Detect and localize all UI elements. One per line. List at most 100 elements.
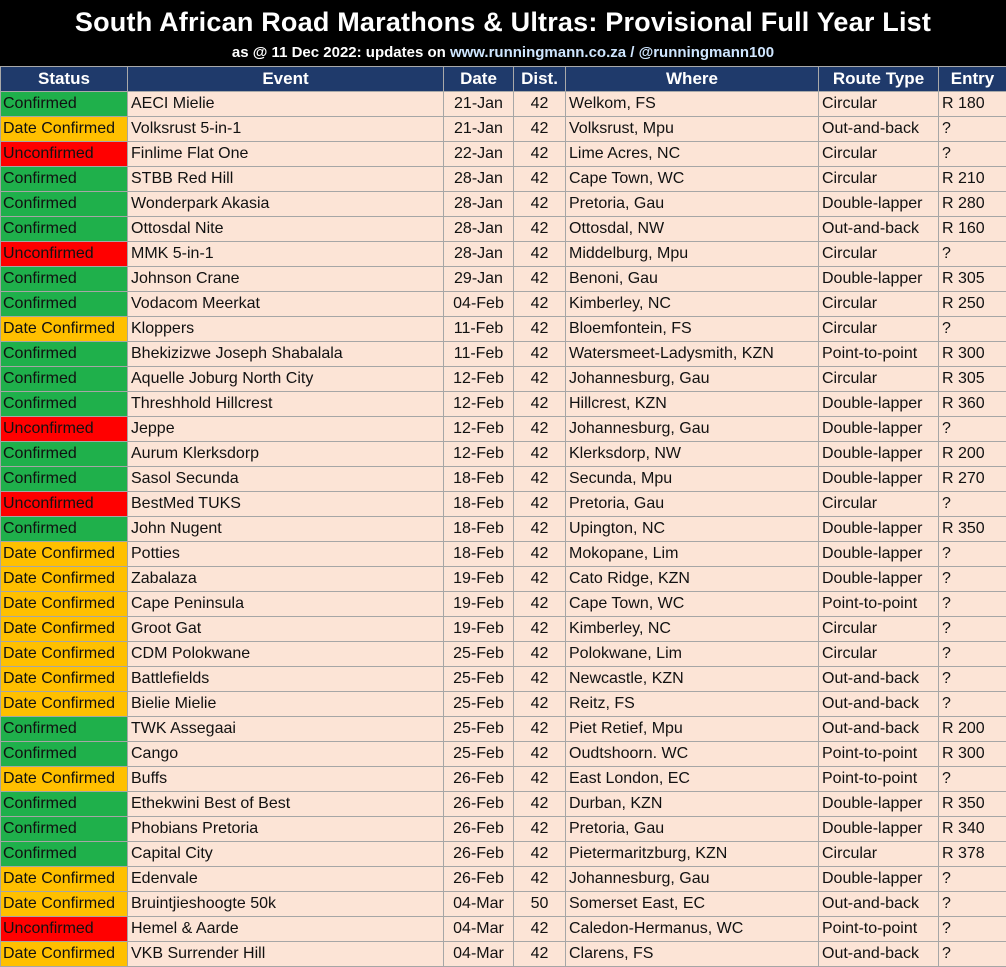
status-cell[interactable]: Unconfirmed: [0, 141, 128, 167]
event-cell[interactable]: Cango: [127, 741, 444, 767]
event-cell[interactable]: Potties: [127, 541, 444, 567]
date-cell[interactable]: 26-Feb: [443, 816, 514, 842]
where-cell[interactable]: Upington, NC: [565, 516, 819, 542]
where-cell[interactable]: Bloemfontein, FS: [565, 316, 819, 342]
where-cell[interactable]: Pretoria, Gau: [565, 191, 819, 217]
event-cell[interactable]: Vodacom Meerkat: [127, 291, 444, 317]
distance-cell[interactable]: 42: [513, 466, 566, 492]
entry-cell[interactable]: R 360: [938, 391, 1006, 417]
route-type-cell[interactable]: Out-and-back: [818, 691, 939, 717]
distance-cell[interactable]: 42: [513, 691, 566, 717]
date-cell[interactable]: 12-Feb: [443, 366, 514, 392]
status-cell[interactable]: Confirmed: [0, 391, 128, 417]
distance-cell[interactable]: 42: [513, 741, 566, 767]
route-type-cell[interactable]: Out-and-back: [818, 891, 939, 917]
route-type-cell[interactable]: Out-and-back: [818, 116, 939, 142]
distance-cell[interactable]: 42: [513, 166, 566, 192]
entry-cell[interactable]: R 200: [938, 716, 1006, 742]
where-cell[interactable]: Middelburg, Mpu: [565, 241, 819, 267]
status-cell[interactable]: Unconfirmed: [0, 491, 128, 517]
status-cell[interactable]: Confirmed: [0, 791, 128, 817]
entry-cell[interactable]: ?: [938, 316, 1006, 342]
event-cell[interactable]: CDM Polokwane: [127, 641, 444, 667]
date-cell[interactable]: 11-Feb: [443, 316, 514, 342]
entry-cell[interactable]: ?: [938, 891, 1006, 917]
route-type-cell[interactable]: Point-to-point: [818, 766, 939, 792]
distance-cell[interactable]: 42: [513, 366, 566, 392]
date-cell[interactable]: 21-Jan: [443, 91, 514, 117]
distance-cell[interactable]: 42: [513, 816, 566, 842]
event-cell[interactable]: STBB Red Hill: [127, 166, 444, 192]
event-cell[interactable]: Volksrust 5-in-1: [127, 116, 444, 142]
date-cell[interactable]: 18-Feb: [443, 491, 514, 517]
distance-cell[interactable]: 42: [513, 616, 566, 642]
distance-cell[interactable]: 42: [513, 91, 566, 117]
distance-cell[interactable]: 42: [513, 291, 566, 317]
distance-cell[interactable]: 42: [513, 216, 566, 242]
status-cell[interactable]: Confirmed: [0, 366, 128, 392]
event-cell[interactable]: Sasol Secunda: [127, 466, 444, 492]
column-header-where[interactable]: Where: [565, 66, 819, 92]
where-cell[interactable]: Somerset East, EC: [565, 891, 819, 917]
status-cell[interactable]: Date Confirmed: [0, 866, 128, 892]
date-cell[interactable]: 12-Feb: [443, 441, 514, 467]
route-type-cell[interactable]: Double-lapper: [818, 791, 939, 817]
event-cell[interactable]: Kloppers: [127, 316, 444, 342]
distance-cell[interactable]: 42: [513, 941, 566, 967]
status-cell[interactable]: Confirmed: [0, 191, 128, 217]
entry-cell[interactable]: ?: [938, 766, 1006, 792]
status-cell[interactable]: Date Confirmed: [0, 941, 128, 967]
entry-cell[interactable]: R 210: [938, 166, 1006, 192]
status-cell[interactable]: Confirmed: [0, 216, 128, 242]
status-cell[interactable]: Date Confirmed: [0, 641, 128, 667]
distance-cell[interactable]: 42: [513, 641, 566, 667]
route-type-cell[interactable]: Double-lapper: [818, 391, 939, 417]
entry-cell[interactable]: ?: [938, 941, 1006, 967]
route-type-cell[interactable]: Circular: [818, 166, 939, 192]
event-cell[interactable]: Ottosdal Nite: [127, 216, 444, 242]
column-header-distance[interactable]: Dist.: [513, 66, 566, 92]
where-cell[interactable]: Klerksdorp, NW: [565, 441, 819, 467]
entry-cell[interactable]: R 280: [938, 191, 1006, 217]
date-cell[interactable]: 29-Jan: [443, 266, 514, 292]
status-cell[interactable]: Unconfirmed: [0, 916, 128, 942]
date-cell[interactable]: 04-Mar: [443, 891, 514, 917]
date-cell[interactable]: 04-Feb: [443, 291, 514, 317]
status-cell[interactable]: Confirmed: [0, 266, 128, 292]
where-cell[interactable]: Benoni, Gau: [565, 266, 819, 292]
where-cell[interactable]: Volksrust, Mpu: [565, 116, 819, 142]
status-cell[interactable]: Date Confirmed: [0, 591, 128, 617]
route-type-cell[interactable]: Circular: [818, 141, 939, 167]
entry-cell[interactable]: R 300: [938, 741, 1006, 767]
date-cell[interactable]: 25-Feb: [443, 666, 514, 692]
status-cell[interactable]: Date Confirmed: [0, 766, 128, 792]
where-cell[interactable]: Clarens, FS: [565, 941, 819, 967]
event-cell[interactable]: Capital City: [127, 841, 444, 867]
date-cell[interactable]: 19-Feb: [443, 566, 514, 592]
distance-cell[interactable]: 42: [513, 316, 566, 342]
date-cell[interactable]: 12-Feb: [443, 416, 514, 442]
distance-cell[interactable]: 50: [513, 891, 566, 917]
route-type-cell[interactable]: Double-lapper: [818, 541, 939, 567]
event-cell[interactable]: Hemel & Aarde: [127, 916, 444, 942]
entry-cell[interactable]: R 250: [938, 291, 1006, 317]
route-type-cell[interactable]: Point-to-point: [818, 341, 939, 367]
distance-cell[interactable]: 42: [513, 416, 566, 442]
entry-cell[interactable]: ?: [938, 691, 1006, 717]
status-cell[interactable]: Confirmed: [0, 466, 128, 492]
entry-cell[interactable]: ?: [938, 116, 1006, 142]
route-type-cell[interactable]: Circular: [818, 241, 939, 267]
date-cell[interactable]: 28-Jan: [443, 216, 514, 242]
route-type-cell[interactable]: Double-lapper: [818, 266, 939, 292]
route-type-cell[interactable]: Double-lapper: [818, 816, 939, 842]
status-cell[interactable]: Date Confirmed: [0, 566, 128, 592]
where-cell[interactable]: Caledon-Hermanus, WC: [565, 916, 819, 942]
event-cell[interactable]: John Nugent: [127, 516, 444, 542]
entry-cell[interactable]: ?: [938, 416, 1006, 442]
entry-cell[interactable]: ?: [938, 491, 1006, 517]
route-type-cell[interactable]: Circular: [818, 366, 939, 392]
entry-cell[interactable]: ?: [938, 916, 1006, 942]
entry-cell[interactable]: ?: [938, 666, 1006, 692]
event-cell[interactable]: Wonderpark Akasia: [127, 191, 444, 217]
entry-cell[interactable]: R 160: [938, 216, 1006, 242]
